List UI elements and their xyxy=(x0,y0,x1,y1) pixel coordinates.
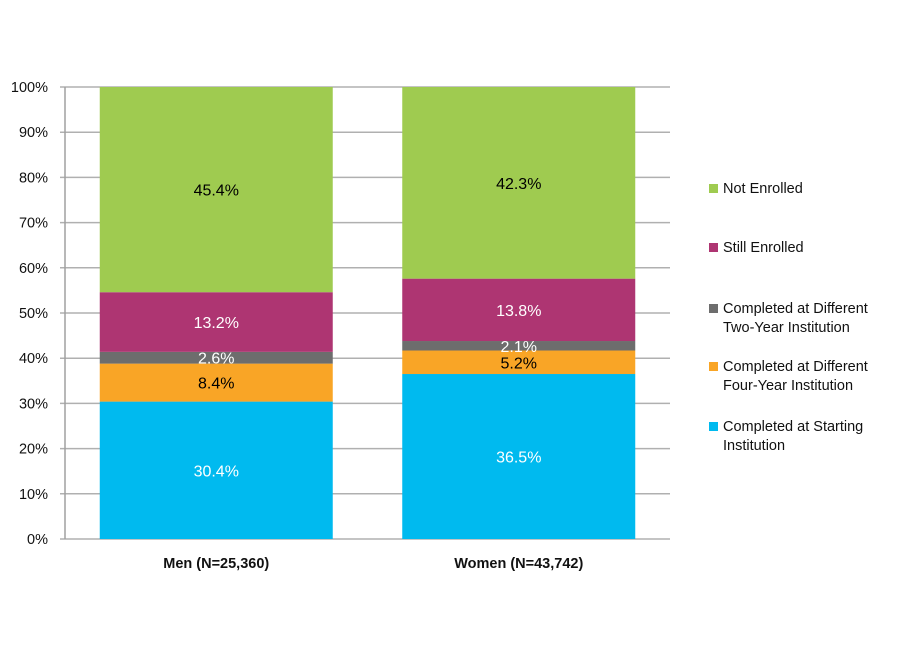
legend-swatch xyxy=(709,422,718,431)
legend-label: Still Enrolled xyxy=(723,239,804,258)
legend-label-line: Two-Year Institution xyxy=(723,320,850,336)
y-tick-label: 10% xyxy=(19,487,48,503)
bar-segment xyxy=(99,401,333,539)
data-label: 13.8% xyxy=(496,303,541,320)
y-tick-label: 70% xyxy=(19,216,48,232)
legend-label: Completed at Starting Institution xyxy=(723,418,863,456)
data-label: 8.4% xyxy=(198,376,234,393)
y-tick-label: 40% xyxy=(19,351,48,367)
legend-item: Completed at Starting Institution xyxy=(709,418,899,456)
y-tick-label: 90% xyxy=(19,125,48,141)
legend-swatch xyxy=(709,362,718,371)
legend-swatch xyxy=(709,184,718,193)
bar-segment xyxy=(99,363,333,402)
data-label: 45.4% xyxy=(194,183,239,200)
x-tick-label: Men (N=25,360) xyxy=(163,556,269,572)
legend-label-line: Completed at Different xyxy=(723,301,868,317)
bar-segment xyxy=(99,351,333,364)
legend-label-line: Completed at Different xyxy=(723,359,868,375)
legend-swatch xyxy=(709,304,718,313)
legend-label-line: Not Enrolled xyxy=(723,181,803,197)
data-label: 42.3% xyxy=(496,176,541,193)
bar-segment xyxy=(99,87,333,293)
data-label: 30.4% xyxy=(194,463,239,480)
y-tick-label: 20% xyxy=(19,442,48,458)
bar-segment xyxy=(402,341,636,351)
y-tick-label: 100% xyxy=(11,80,48,96)
data-label: 2.6% xyxy=(198,351,234,368)
data-label: 13.2% xyxy=(194,315,239,332)
y-tick-label: 60% xyxy=(19,261,48,277)
legend-item: Not Enrolled xyxy=(709,180,899,199)
legend-label: Completed at Different Two-Year Instituti… xyxy=(723,300,868,338)
legend-label-line: Still Enrolled xyxy=(723,240,804,256)
data-label: 36.5% xyxy=(496,450,541,467)
x-tick-label: Women (N=43,742) xyxy=(454,556,583,572)
legend-label: Not Enrolled xyxy=(723,180,803,199)
bar-segment xyxy=(99,292,333,352)
y-tick-label: 50% xyxy=(19,306,48,322)
bar-segment xyxy=(402,350,636,375)
legend-label-line: Four-Year Institution xyxy=(723,378,854,394)
data-label: 5.2% xyxy=(501,355,537,372)
data-label: 2.1% xyxy=(501,339,537,356)
legend-label-line: Institution xyxy=(723,438,786,454)
bar-segment xyxy=(402,87,636,279)
legend-item: Completed at Different Four-Year Institut… xyxy=(709,358,899,396)
y-tick-label: 30% xyxy=(19,396,48,412)
y-tick-label: 0% xyxy=(27,532,48,548)
legend-swatch xyxy=(709,243,718,252)
legend-item: Still Enrolled xyxy=(709,239,899,258)
bar-segment xyxy=(402,374,636,539)
legend-label: Completed at Different Four-Year Institut… xyxy=(723,358,868,396)
legend-item: Completed at Different Two-Year Instituti… xyxy=(709,300,899,338)
legend-label-line: Completed at Starting xyxy=(723,419,864,435)
y-tick-label: 80% xyxy=(19,170,48,186)
bar-segment xyxy=(402,278,636,342)
